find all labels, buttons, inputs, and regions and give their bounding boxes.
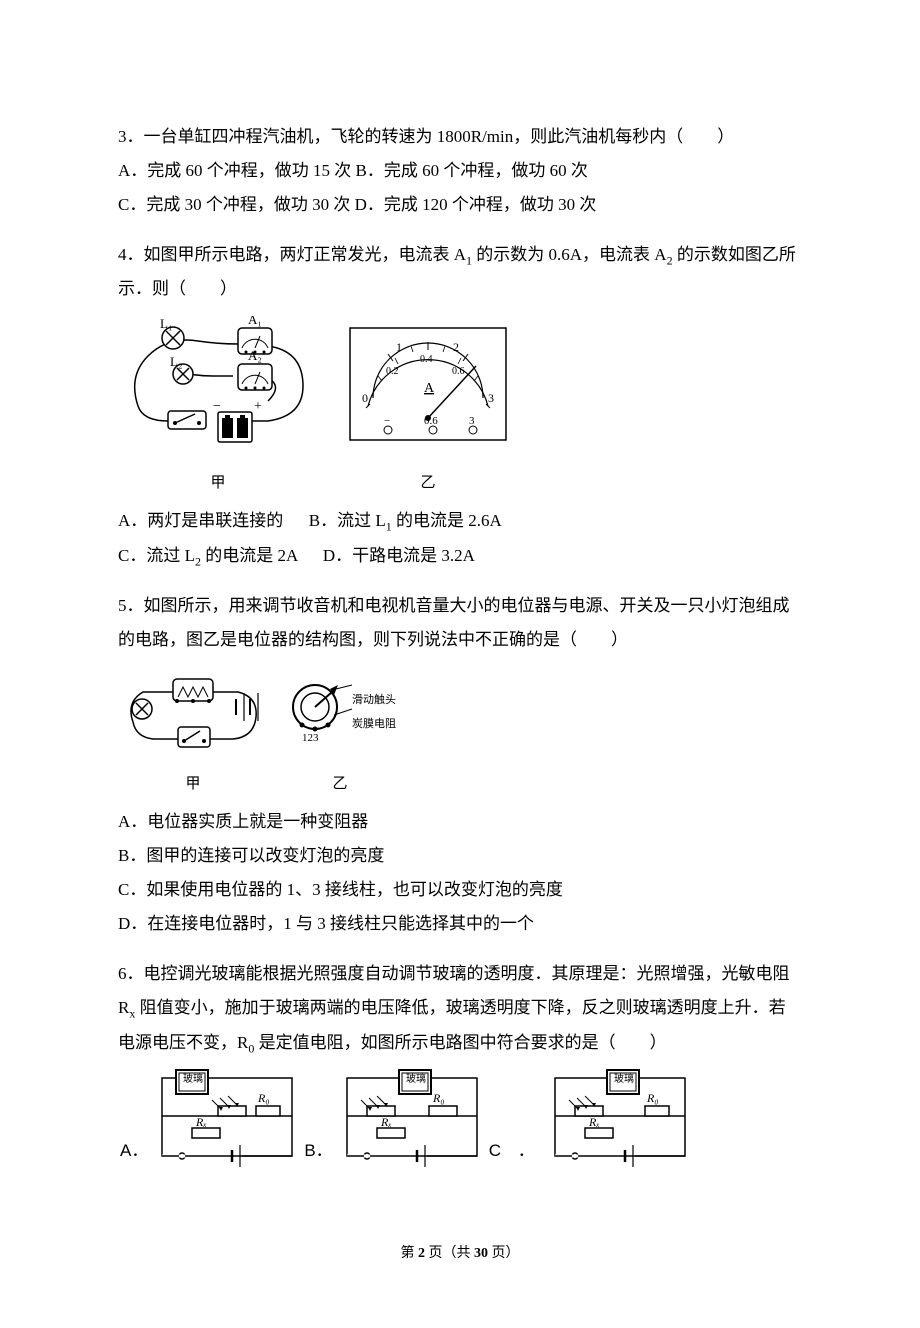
svg-text:Rₓ: Rₓ bbox=[380, 1115, 392, 1129]
q6-circuit-a: 玻璃 R₀ Rₓ bbox=[152, 1068, 302, 1180]
q4-opt-d: D．干路电流是 3.2A bbox=[323, 546, 475, 565]
q4-figure-yi: 0 1 2 3 0.2 0.4 0.6 A − 0.6 3 乙 bbox=[348, 326, 508, 498]
svg-text:Rₓ: Rₓ bbox=[195, 1115, 207, 1129]
svg-text:A: A bbox=[424, 381, 435, 396]
q6-circuit-b: 玻璃 R₀ Rₓ bbox=[337, 1068, 487, 1180]
svg-text:0.6: 0.6 bbox=[424, 415, 438, 427]
q5-opt-c: C．如果使用电位器的 1、3 接线柱，也可以改变灯泡的亮度 bbox=[118, 873, 802, 907]
q3-stem: 3．一台单缸四冲程汽油机，飞轮的转速为 1800R/min，则此汽油机每秒内（ … bbox=[118, 120, 802, 154]
q4-stem: 4．如图甲所示电路，两灯正常发光，电流表 A1 的示数为 0.6A，电流表 A2… bbox=[118, 238, 802, 306]
svg-text:2: 2 bbox=[453, 340, 459, 354]
q6-stem: 6．电控调光玻璃能根据光照强度自动调节玻璃的透明度．其原理是：光照增强，光敏电阻… bbox=[118, 957, 802, 1060]
q5-options: A．电位器实质上就是一种变阻器 B．图甲的连接可以改变灯泡的亮度 C．如果使用电… bbox=[118, 805, 802, 941]
q4-figure-jia: L₁ L₂ A₁ bbox=[118, 316, 318, 498]
question-5: 5．如图所示，用来调节收音机和电视机音量大小的电位器与电源、开关及一只小灯泡组成… bbox=[118, 589, 802, 941]
q4-opt-b-pre: B．流过 L bbox=[309, 511, 386, 530]
q6-label-c: C ． bbox=[487, 1134, 545, 1180]
q4-opt-c-post: 的电流是 2A bbox=[201, 546, 297, 565]
q3-options: A．完成 60 个冲程，做功 15 次 B．完成 60 个冲程，做功 60 次 bbox=[118, 154, 802, 188]
svg-text:−: − bbox=[213, 399, 221, 414]
q4-opt-c: C．流过 L2 的电流是 2A bbox=[118, 546, 302, 565]
q5-opt-a: A．电位器实质上就是一种变阻器 bbox=[118, 805, 802, 839]
q3-opt-c: C．完成 30 个冲程，做功 30 次 bbox=[118, 195, 350, 214]
q3-opt-d: D．完成 120 个冲程，做功 30 次 bbox=[355, 195, 597, 214]
svg-text:R₀: R₀ bbox=[257, 1091, 270, 1105]
q4-opt-b: B．流过 L1 的电流是 2.6A bbox=[309, 511, 502, 530]
q4-options: A．两灯是串联连接的 B．流过 L1 的电流是 2.6A bbox=[118, 504, 802, 538]
q4-stem-p2: 的示数为 0.6A，电流表 A bbox=[472, 245, 667, 264]
svg-text:A₂: A₂ bbox=[248, 348, 262, 363]
question-4: 4．如图甲所示电路，两灯正常发光，电流表 A 1 的示数为 0.6A，电流表 A 2… bbox=[118, 238, 802, 573]
q4-opt-c-pre: C．流过 L bbox=[118, 546, 195, 565]
svg-text:0.2: 0.2 bbox=[386, 366, 399, 377]
svg-text:玻璃: 玻璃 bbox=[614, 1072, 634, 1085]
svg-text:0.4: 0.4 bbox=[420, 354, 433, 365]
svg-text:0.6: 0.6 bbox=[452, 366, 465, 377]
q5-opt-d: D．在连接电位器时，1 与 3 接线柱只能选择其中的一个 bbox=[118, 907, 802, 941]
svg-text:玻璃: 玻璃 bbox=[183, 1072, 203, 1085]
q5-caption-yi: 乙 bbox=[300, 769, 380, 799]
q6-circuits: A． 玻璃 bbox=[118, 1068, 802, 1180]
footer-page: 2 bbox=[418, 1246, 425, 1261]
svg-text:−: − bbox=[384, 415, 390, 427]
q4-caption-yi: 乙 bbox=[348, 468, 508, 498]
q4-figures: L₁ L₂ A₁ bbox=[118, 316, 802, 498]
q4-stem-p1: 4．如图甲所示电路，两灯正常发光，电流表 A bbox=[118, 245, 466, 264]
q5-figures: 甲 123 滑动触头 炭膜电阻 乙 bbox=[118, 667, 802, 799]
q6-label-b: B． bbox=[302, 1134, 336, 1180]
svg-text:1: 1 bbox=[396, 340, 402, 354]
svg-text:Rₓ: Rₓ bbox=[588, 1115, 600, 1129]
footer-mid: 页（共 bbox=[425, 1246, 474, 1261]
q5-stem: 5．如图所示，用来调节收音机和电视机音量大小的电位器与电源、开关及一只小灯泡组成… bbox=[118, 589, 802, 657]
svg-text:A₁: A₁ bbox=[248, 316, 262, 327]
question-3: 3．一台单缸四冲程汽油机，飞轮的转速为 1800R/min，则此汽油机每秒内（ … bbox=[118, 120, 802, 222]
svg-text:+: + bbox=[254, 399, 262, 414]
footer-post: 页） bbox=[488, 1246, 520, 1261]
q6-label-a: A． bbox=[118, 1134, 152, 1180]
q5-annot-carbon: 炭膜电阻 bbox=[352, 713, 396, 735]
q5-annot-slider: 滑动触头 bbox=[352, 689, 396, 711]
page-footer: 第 2 页（共 30 页） bbox=[118, 1240, 802, 1268]
svg-text:L₂: L₂ bbox=[170, 354, 182, 369]
footer-pre: 第 bbox=[401, 1246, 419, 1261]
q3-opt-b: B．完成 60 个冲程，做功 60 次 bbox=[356, 161, 588, 180]
q5-caption-jia: 甲 bbox=[118, 769, 268, 799]
svg-text:玻璃: 玻璃 bbox=[406, 1072, 426, 1085]
svg-text:123: 123 bbox=[302, 732, 319, 744]
q5-figure-yi: 123 滑动触头 炭膜电阻 乙 bbox=[280, 667, 380, 799]
footer-total: 30 bbox=[474, 1246, 488, 1261]
q4-opt-b-post: 的电流是 2.6A bbox=[392, 511, 502, 530]
svg-text:3: 3 bbox=[469, 415, 475, 427]
q6-circuit-c: 玻璃 R₀ Rₓ bbox=[545, 1068, 695, 1180]
svg-text:R₀: R₀ bbox=[432, 1091, 445, 1105]
q6-stem-p3: 是定值电阻，如图所示电路图中符合要求的是（ ） bbox=[254, 1033, 666, 1052]
q3-options-2: C．完成 30 个冲程，做功 30 次 D．完成 120 个冲程，做功 30 次 bbox=[118, 188, 802, 222]
q4-opt-a: A．两灯是串联连接的 bbox=[118, 511, 283, 530]
q4-caption-jia: 甲 bbox=[118, 468, 318, 498]
question-6: 6．电控调光玻璃能根据光照强度自动调节玻璃的透明度．其原理是：光照增强，光敏电阻… bbox=[118, 957, 802, 1180]
q3-opt-a: A．完成 60 个冲程，做功 15 次 bbox=[118, 161, 351, 180]
svg-text:R₀: R₀ bbox=[646, 1091, 659, 1105]
svg-text:3: 3 bbox=[488, 391, 494, 405]
q4-options-2: C．流过 L2 的电流是 2A D．干路电流是 3.2A bbox=[118, 539, 802, 573]
q5-opt-b: B．图甲的连接可以改变灯泡的亮度 bbox=[118, 839, 802, 873]
svg-text:0: 0 bbox=[362, 391, 368, 405]
q5-figure-jia: 甲 bbox=[118, 667, 268, 799]
svg-text:L₁: L₁ bbox=[160, 316, 172, 331]
